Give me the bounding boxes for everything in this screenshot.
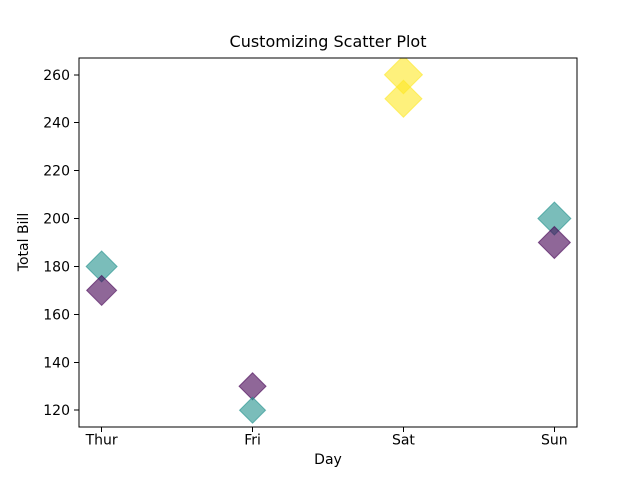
- y-tick-label: 120: [43, 403, 70, 419]
- scatter-point-fri-120: [238, 396, 267, 424]
- x-tick-label: Sat: [392, 433, 415, 449]
- axis-ticks-layer: 260 240 220 200 180 160 140 120 Thur Fri Sat Sun: [43, 68, 567, 449]
- y-tick-label: 260: [43, 68, 70, 84]
- scatter-point-sat-250: [384, 79, 423, 118]
- x-tick-label: Fri: [244, 433, 261, 449]
- y-tick-label: 220: [43, 164, 70, 180]
- x-tick-label: Thur: [85, 433, 118, 449]
- y-tick-label: 160: [43, 307, 70, 323]
- scatter-points-layer: [85, 58, 572, 424]
- y-axis-label: Total Bill: [16, 213, 32, 272]
- scatter-point-thur-170: [85, 274, 118, 307]
- y-tick-label: 180: [43, 259, 70, 275]
- plot-frame: [78, 57, 578, 428]
- scatter-point-sun-190: [537, 225, 572, 260]
- chart-title: Customizing Scatter Plot: [230, 32, 427, 51]
- y-tick-label: 140: [43, 355, 70, 371]
- x-axis-label: Day: [314, 452, 342, 468]
- y-tick-label: 200: [43, 212, 70, 228]
- x-tick-label: Sun: [541, 433, 568, 449]
- y-tick-label: 240: [43, 116, 70, 132]
- scatter-point-fri-130: [238, 372, 267, 401]
